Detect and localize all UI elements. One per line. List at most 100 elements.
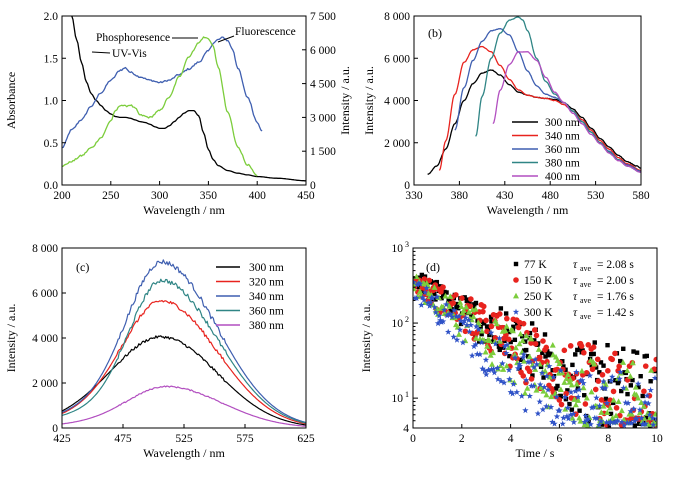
legend-tau-symbol: τ bbox=[573, 291, 578, 303]
data-point bbox=[496, 335, 503, 342]
y2-axis-label: Intensity / a.u. bbox=[338, 66, 352, 135]
data-point bbox=[474, 350, 481, 357]
data-point bbox=[642, 363, 649, 369]
y-axis: 0 2 000 4 000 6 000 8 000 bbox=[32, 243, 66, 435]
data-point bbox=[496, 311, 503, 317]
data-point bbox=[652, 411, 657, 417]
x-axis: 330 380 430 480 530 580 bbox=[405, 181, 650, 202]
legend-marker bbox=[513, 277, 519, 283]
data-point bbox=[564, 371, 571, 377]
data-point bbox=[561, 379, 568, 385]
series-line-340-nm bbox=[438, 45, 641, 171]
data-point bbox=[578, 367, 585, 374]
annotation-pointer bbox=[91, 51, 111, 54]
data-point bbox=[484, 328, 490, 335]
data-point bbox=[524, 347, 529, 353]
data-point bbox=[603, 396, 609, 402]
data-point bbox=[599, 384, 606, 391]
data-point bbox=[496, 338, 503, 344]
data-point bbox=[497, 347, 502, 353]
data-point bbox=[584, 416, 592, 423]
data-point bbox=[580, 379, 587, 386]
data-point bbox=[590, 344, 597, 350]
data-point bbox=[526, 353, 533, 360]
x-tick-label: 10 bbox=[651, 433, 663, 445]
data-point bbox=[609, 373, 616, 380]
legend-label: 320 nm bbox=[249, 277, 284, 289]
data-point bbox=[450, 300, 456, 306]
data-point bbox=[532, 341, 539, 347]
data-point bbox=[476, 351, 484, 358]
data-point bbox=[525, 354, 531, 359]
data-point bbox=[629, 359, 636, 366]
data-point bbox=[482, 356, 490, 363]
data-point bbox=[443, 301, 450, 308]
x-tick-label: 575 bbox=[236, 433, 254, 445]
data-point bbox=[572, 387, 579, 394]
data-point bbox=[472, 334, 479, 341]
data-point bbox=[484, 343, 491, 349]
y-tick-label: 4 000 bbox=[384, 96, 410, 108]
data-point bbox=[638, 373, 643, 379]
data-point bbox=[575, 397, 582, 403]
data-point bbox=[569, 407, 575, 412]
data-point bbox=[640, 403, 647, 409]
series-line-320-nm bbox=[62, 299, 306, 425]
data-point bbox=[496, 344, 502, 349]
data-point bbox=[457, 317, 465, 324]
y-tick-label: 4 000 bbox=[32, 333, 58, 345]
data-point bbox=[532, 356, 539, 363]
data-point bbox=[503, 362, 510, 369]
data-point bbox=[578, 376, 586, 384]
data-point bbox=[592, 386, 599, 393]
legend-tau-value: = 2.08 s bbox=[597, 259, 634, 271]
data-point bbox=[628, 410, 635, 417]
plot-frame bbox=[413, 15, 642, 186]
data-point bbox=[648, 367, 655, 373]
data-point bbox=[543, 391, 550, 398]
legend-tau-symbol: τ bbox=[573, 259, 578, 271]
data-point bbox=[504, 315, 510, 322]
data-point bbox=[595, 421, 603, 428]
data-point bbox=[616, 379, 621, 384]
data-point bbox=[520, 351, 527, 358]
data-point bbox=[614, 417, 621, 424]
data-point bbox=[500, 366, 507, 372]
data-point bbox=[540, 388, 547, 394]
data-point bbox=[494, 375, 502, 382]
data-point bbox=[632, 423, 638, 428]
data-point bbox=[528, 335, 535, 342]
data-point bbox=[459, 295, 465, 302]
y2-axis: 0 1 500 3 000 4 500 6 000 7 500 bbox=[302, 11, 336, 192]
y-tick-label: 1.0 bbox=[44, 96, 59, 108]
data-point bbox=[442, 292, 449, 299]
data-point bbox=[582, 412, 589, 419]
panel-label: (d) bbox=[426, 260, 440, 274]
data-point bbox=[511, 324, 516, 329]
x-tick-label: 475 bbox=[114, 433, 132, 445]
data-point bbox=[492, 335, 499, 341]
data-point bbox=[430, 280, 436, 285]
data-point bbox=[588, 388, 595, 395]
data-point bbox=[543, 372, 551, 379]
data-point bbox=[478, 339, 485, 346]
data-point bbox=[528, 376, 535, 382]
data-point bbox=[489, 319, 494, 324]
y-tick-label: 0 bbox=[52, 423, 58, 435]
data-point bbox=[565, 415, 572, 422]
data-point bbox=[445, 328, 452, 335]
data-point bbox=[575, 386, 583, 393]
data-point bbox=[503, 349, 510, 356]
y-tick-label: 0.5 bbox=[44, 138, 59, 150]
data-point bbox=[520, 354, 527, 361]
data-point bbox=[443, 312, 451, 319]
data-point bbox=[420, 296, 428, 303]
y-tick-label: 2 000 bbox=[384, 138, 410, 150]
data-point bbox=[592, 340, 597, 345]
data-point bbox=[509, 327, 516, 334]
data-point bbox=[653, 356, 657, 363]
data-point bbox=[632, 383, 639, 390]
data-point bbox=[512, 337, 518, 343]
